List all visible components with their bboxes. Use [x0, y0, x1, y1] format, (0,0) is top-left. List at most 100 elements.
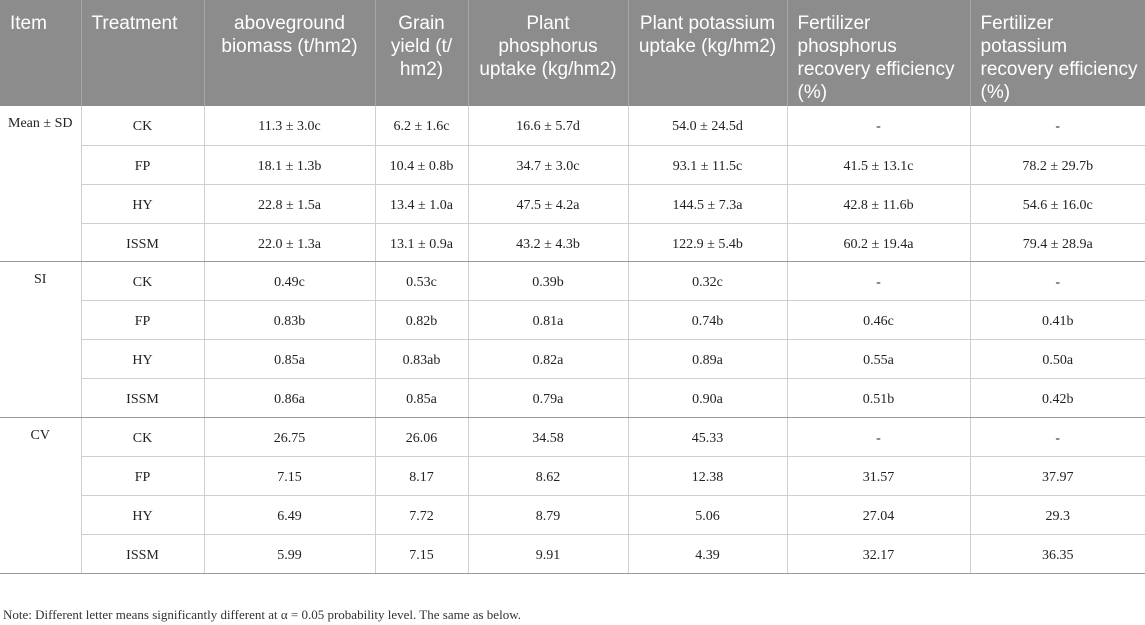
cell-treatment: CK [81, 417, 205, 457]
cell-plant-potassium-uptake: 0.90a [628, 378, 788, 418]
cell-treatment: CK [81, 261, 205, 301]
cell-aboveground-biomass: 0.49c [204, 261, 376, 301]
cell-plant-potassium-uptake: 144.5 ± 7.3a [628, 184, 788, 224]
cell-fertilizer-potassium-recovery: 79.4 ± 28.9a [970, 223, 1145, 262]
cell-aboveground-biomass: 0.86a [204, 378, 376, 418]
cell-fertilizer-potassium-recovery: 37.97 [970, 456, 1145, 496]
cell-fertilizer-phosphorus-recovery: 32.17 [787, 534, 971, 574]
cell-aboveground-biomass: 0.85a [204, 339, 376, 379]
cell-aboveground-biomass: 22.8 ± 1.5a [204, 184, 376, 224]
cell-fertilizer-phosphorus-recovery: - [787, 417, 971, 457]
cell-treatment: ISSM [81, 378, 205, 418]
cell-aboveground-biomass: 7.15 [204, 456, 376, 496]
header-fertilizer-phosphorus-recovery: Fertilizer phosphorus recovery efficienc… [787, 0, 971, 106]
cell-treatment: HY [81, 184, 205, 224]
cell-treatment: CK [81, 106, 205, 146]
cell-plant-phosphorus-uptake: 34.58 [468, 417, 629, 457]
item-cell: Mean ± SD [0, 106, 82, 262]
cell-fertilizer-phosphorus-recovery: 0.46c [787, 300, 971, 340]
cell-fertilizer-potassium-recovery: 36.35 [970, 534, 1145, 574]
cell-plant-potassium-uptake: 122.9 ± 5.4b [628, 223, 788, 262]
cell-fertilizer-potassium-recovery: 29.3 [970, 495, 1145, 535]
table-note: Note: Different letter means significant… [3, 607, 521, 622]
cell-aboveground-biomass: 0.83b [204, 300, 376, 340]
cell-fertilizer-potassium-recovery: 54.6 ± 16.0c [970, 184, 1145, 224]
table-row: ISSM 5.99 7.15 9.91 4.39 32.17 36.35 [0, 534, 1145, 574]
cell-plant-phosphorus-uptake: 8.62 [468, 456, 629, 496]
cell-grain-yield: 26.06 [375, 417, 469, 457]
cell-treatment: HY [81, 339, 205, 379]
cell-grain-yield: 13.4 ± 1.0a [375, 184, 469, 224]
cell-aboveground-biomass: 5.99 [204, 534, 376, 574]
cell-treatment: ISSM [81, 223, 205, 262]
cell-aboveground-biomass: 26.75 [204, 417, 376, 457]
cell-fertilizer-phosphorus-recovery: 0.51b [787, 378, 971, 418]
cell-treatment: ISSM [81, 534, 205, 574]
cell-aboveground-biomass: 6.49 [204, 495, 376, 535]
cell-grain-yield: 10.4 ± 0.8b [375, 145, 469, 185]
cell-fertilizer-potassium-recovery: - [970, 417, 1145, 457]
cell-fertilizer-potassium-recovery: 0.41b [970, 300, 1145, 340]
cell-grain-yield: 0.53c [375, 261, 469, 301]
cell-plant-potassium-uptake: 0.32c [628, 261, 788, 301]
cell-fertilizer-potassium-recovery: - [970, 261, 1145, 301]
cell-plant-phosphorus-uptake: 43.2 ± 4.3b [468, 223, 629, 262]
cell-fertilizer-potassium-recovery: 78.2 ± 29.7b [970, 145, 1145, 185]
cell-plant-potassium-uptake: 54.0 ± 24.5d [628, 106, 788, 146]
cell-plant-phosphorus-uptake: 34.7 ± 3.0c [468, 145, 629, 185]
table-row: HY 22.8 ± 1.5a 13.4 ± 1.0a 47.5 ± 4.2a 144.5… [0, 184, 1145, 224]
cell-grain-yield: 7.15 [375, 534, 469, 574]
cell-plant-phosphorus-uptake: 0.39b [468, 261, 629, 301]
header-row: Item Treatment aboveground biomass (t/hm… [0, 0, 1145, 106]
table-row: ISSM 0.86a 0.85a 0.79a 0.90a 0.51b 0.42b [0, 378, 1145, 418]
item-cell: CV [0, 417, 82, 574]
table-row: HY 0.85a 0.83ab 0.82a 0.89a 0.55a 0.50a [0, 339, 1145, 379]
header-plant-phosphorus-uptake: Plant phosphorus uptake (kg/hm2) [468, 0, 629, 106]
cell-grain-yield: 8.17 [375, 456, 469, 496]
cell-treatment: FP [81, 456, 205, 496]
cell-fertilizer-potassium-recovery: 0.42b [970, 378, 1145, 418]
header-plant-potassium-uptake: Plant potassium uptake (kg/hm2) [628, 0, 788, 106]
header-aboveground-biomass: aboveground biomass (t/hm2) [204, 0, 376, 106]
cell-plant-phosphorus-uptake: 47.5 ± 4.2a [468, 184, 629, 224]
cell-aboveground-biomass: 18.1 ± 1.3b [204, 145, 376, 185]
cell-treatment: FP [81, 145, 205, 185]
table-row: CV CK 26.75 26.06 34.58 45.33- - [0, 417, 1145, 574]
cell-plant-potassium-uptake: 0.89a [628, 339, 788, 379]
cell-plant-phosphorus-uptake: 8.79 [468, 495, 629, 535]
cell-plant-phosphorus-uptake: 9.91 [468, 534, 629, 574]
cell-plant-potassium-uptake: 5.06 [628, 495, 788, 535]
cell-fertilizer-phosphorus-recovery: 31.57 [787, 456, 971, 496]
data-table: Item Treatment aboveground biomass (t/hm… [0, 0, 1145, 574]
cell-plant-potassium-uptake: 93.1 ± 11.5c [628, 145, 788, 185]
header-grain-yield: Grain yield (t/ hm2) [375, 0, 469, 106]
cell-fertilizer-phosphorus-recovery: 41.5 ± 13.1c [787, 145, 971, 185]
cell-grain-yield: 0.82b [375, 300, 469, 340]
cell-aboveground-biomass: 22.0 ± 1.3a [204, 223, 376, 262]
cell-plant-potassium-uptake: 0.74b [628, 300, 788, 340]
table-body: Mean ± SD CK 11.3 ± 3.0c 6.2 ± 1.6c 16.6 ± 5… [0, 106, 1145, 574]
cell-grain-yield: 0.85a [375, 378, 469, 418]
table-row: FP 7.15 8.17 8.62 12.38 31.57 37.97 [0, 456, 1145, 496]
cell-plant-potassium-uptake: 4.39 [628, 534, 788, 574]
cell-fertilizer-phosphorus-recovery: 0.55a [787, 339, 971, 379]
header-item: Item [0, 0, 82, 106]
header-treatment: Treatment [81, 0, 205, 106]
cell-fertilizer-phosphorus-recovery: - [787, 261, 971, 301]
cell-fertilizer-potassium-recovery: - [970, 106, 1145, 146]
cell-plant-potassium-uptake: 12.38 [628, 456, 788, 496]
cell-plant-phosphorus-uptake: 0.79a [468, 378, 629, 418]
cell-fertilizer-phosphorus-recovery: 42.8 ± 11.6b [787, 184, 971, 224]
table-row: ISSM 22.0 ± 1.3a 13.1 ± 0.9a 43.2 ± 4.3b 122… [0, 223, 1145, 262]
cell-fertilizer-phosphorus-recovery: - [787, 106, 971, 146]
table-row: Mean ± SD CK 11.3 ± 3.0c 6.2 ± 1.6c 16.6 ± 5… [0, 106, 1145, 262]
cell-treatment: FP [81, 300, 205, 340]
cell-grain-yield: 0.83ab [375, 339, 469, 379]
cell-fertilizer-phosphorus-recovery: 60.2 ± 19.4a [787, 223, 971, 262]
table-row: SI CK 0.49c 0.53c 0.39b 0.32c - - [0, 261, 1145, 418]
cell-fertilizer-potassium-recovery: 0.50a [970, 339, 1145, 379]
cell-grain-yield: 13.1 ± 0.9a [375, 223, 469, 262]
table-row: HY 6.49 7.72 8.79 5.06 27.04 29.3 [0, 495, 1145, 535]
cell-treatment: HY [81, 495, 205, 535]
header-fertilizer-potassium-recovery: Fertilizer potassium recovery efficiency… [970, 0, 1145, 106]
